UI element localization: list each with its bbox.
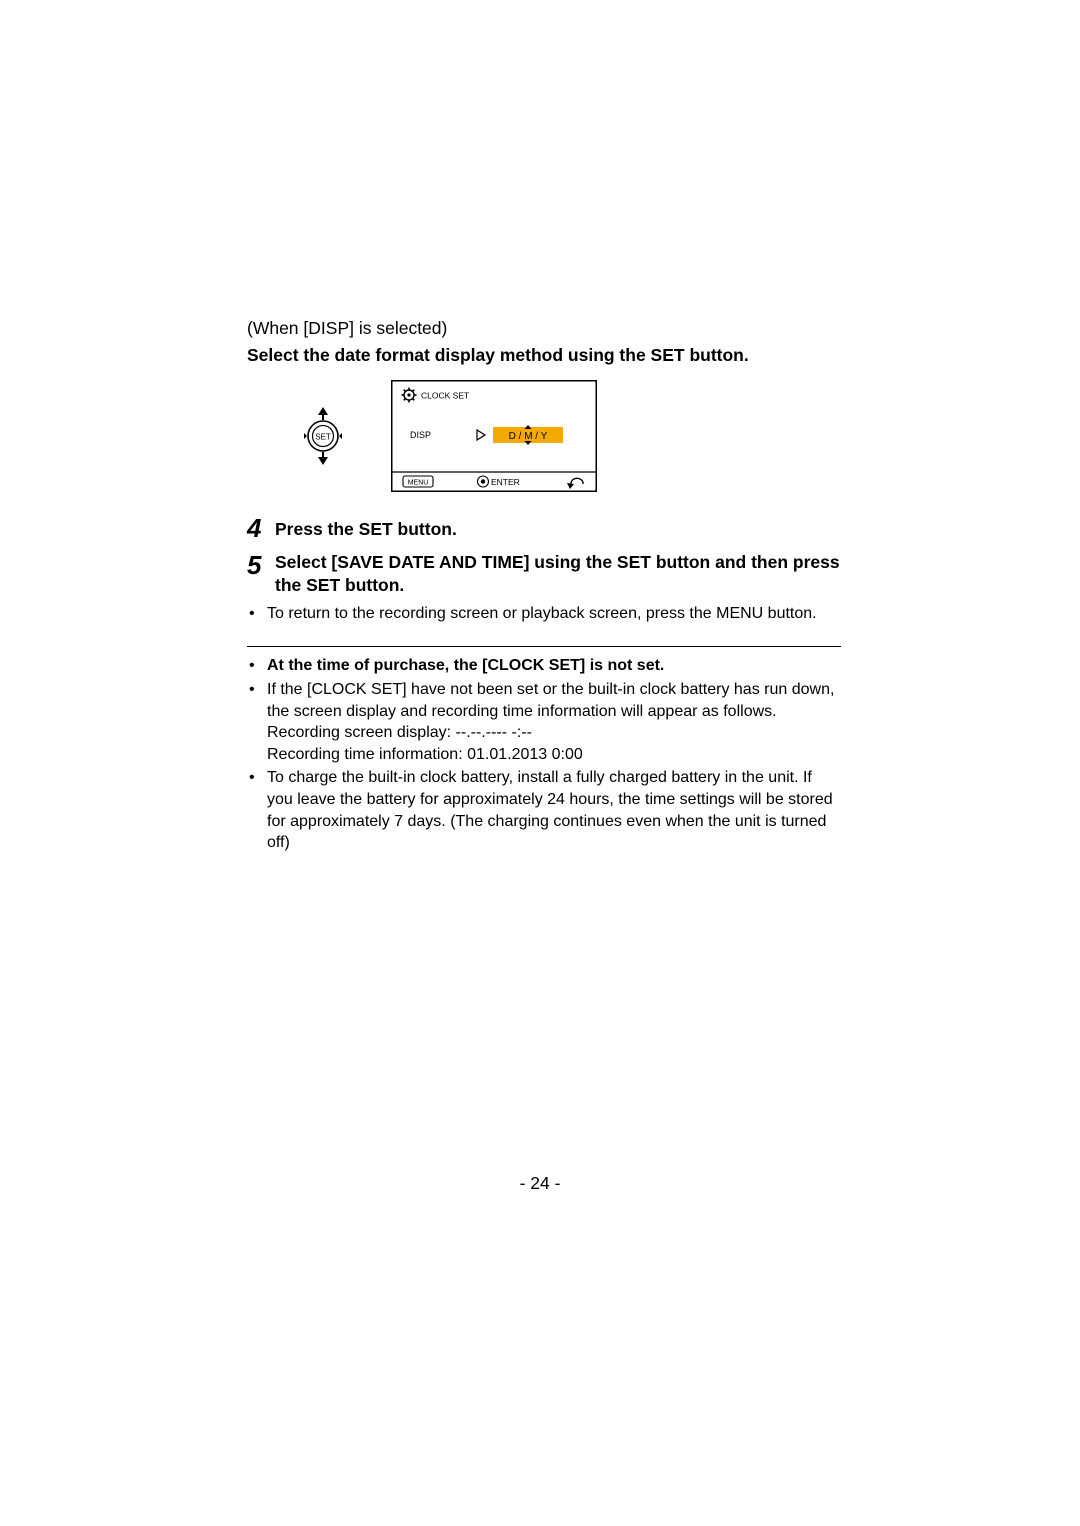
figure-row: SET: [247, 380, 841, 497]
lcd-disp-label: DISP: [410, 430, 431, 440]
note-2: If the [CLOCK SET] have not been set or …: [247, 679, 841, 765]
clock-set-screen: CLOCK SET DISP D / M / Y MENU: [391, 380, 597, 497]
lcd-date-format: D / M / Y: [509, 431, 548, 442]
lcd-menu-label: MENU: [408, 480, 429, 487]
notes-block: At the time of purchase, the [CLOCK SET]…: [247, 655, 841, 853]
step-5-title: Select [SAVE DATE AND TIME] using the SE…: [275, 551, 841, 597]
page-number: - 24 -: [0, 1173, 1080, 1194]
lcd-title: CLOCK SET: [421, 391, 469, 401]
lcd-enter-label: ENTER: [491, 477, 520, 487]
page-content: (When [DISP] is selected) Select the dat…: [247, 316, 841, 854]
note-2-line1: Recording screen display: --.--.---- -:-…: [267, 722, 841, 744]
note-1: At the time of purchase, the [CLOCK SET]…: [247, 655, 841, 677]
step-number-5: 5: [247, 551, 275, 597]
step-4-title: Press the SET button.: [275, 515, 841, 541]
intro-disp-selected: (When [DISP] is selected): [247, 316, 841, 341]
manual-page: (When [DISP] is selected) Select the dat…: [0, 0, 1080, 1526]
set-button-diagram: SET: [295, 401, 351, 476]
note-1-text: At the time of purchase, the [CLOCK SET]…: [267, 657, 664, 674]
note-2-text: If the [CLOCK SET] have not been set or …: [267, 681, 834, 720]
intro-select-date-format: Select the date format display method us…: [247, 345, 841, 367]
step-5-bullets: To return to the recording screen or pla…: [247, 603, 841, 625]
step-number-4: 4: [247, 515, 275, 541]
note-2-line2: Recording time information: 01.01.2013 0…: [267, 744, 841, 766]
step-5-bullet-1: To return to the recording screen or pla…: [247, 603, 841, 625]
divider-line: [247, 646, 841, 647]
note-3: To charge the built-in clock battery, in…: [247, 767, 841, 853]
step-5: 5 Select [SAVE DATE AND TIME] using the …: [247, 551, 841, 597]
set-label: SET: [315, 433, 331, 442]
step-4: 4 Press the SET button.: [247, 515, 841, 541]
